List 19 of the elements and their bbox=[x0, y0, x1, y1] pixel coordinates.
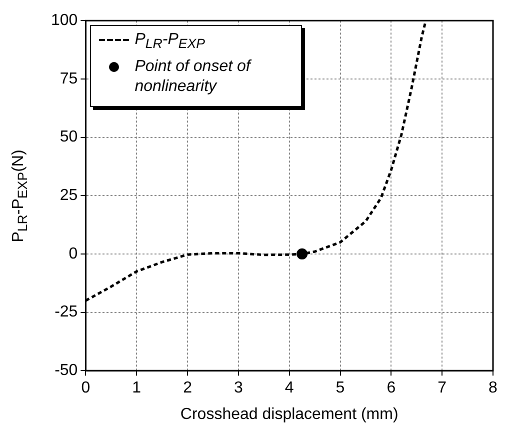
x-axis-title: Crosshead displacement (mm) bbox=[180, 406, 398, 423]
y-tick-label: 0 bbox=[68, 245, 78, 262]
y-tick-label: 50 bbox=[60, 128, 78, 146]
x-tick-label: 3 bbox=[234, 380, 243, 397]
y-tick-label: 25 bbox=[60, 187, 78, 204]
y-tick-label: -50 bbox=[54, 362, 78, 380]
x-tick-label: 6 bbox=[386, 380, 396, 397]
x-tick-label: 0 bbox=[81, 380, 90, 397]
x-tick-label: 8 bbox=[488, 380, 498, 397]
legend-label: P$_{LR}$-P$_{EXP}$ bbox=[134, 30, 206, 53]
y-tick-label: 75 bbox=[60, 70, 78, 88]
x-tick-label: 7 bbox=[438, 380, 447, 397]
legend-label: Point of onset of nonlinearity bbox=[134, 56, 253, 97]
x-tick-label: 1 bbox=[132, 380, 142, 397]
y-tick-label: -25 bbox=[54, 304, 78, 321]
x-tick-label: 2 bbox=[183, 380, 192, 397]
x-tick-label: 5 bbox=[336, 380, 345, 397]
x-tick-label: 4 bbox=[284, 380, 294, 397]
y-tick-label: 100 bbox=[50, 12, 78, 30]
